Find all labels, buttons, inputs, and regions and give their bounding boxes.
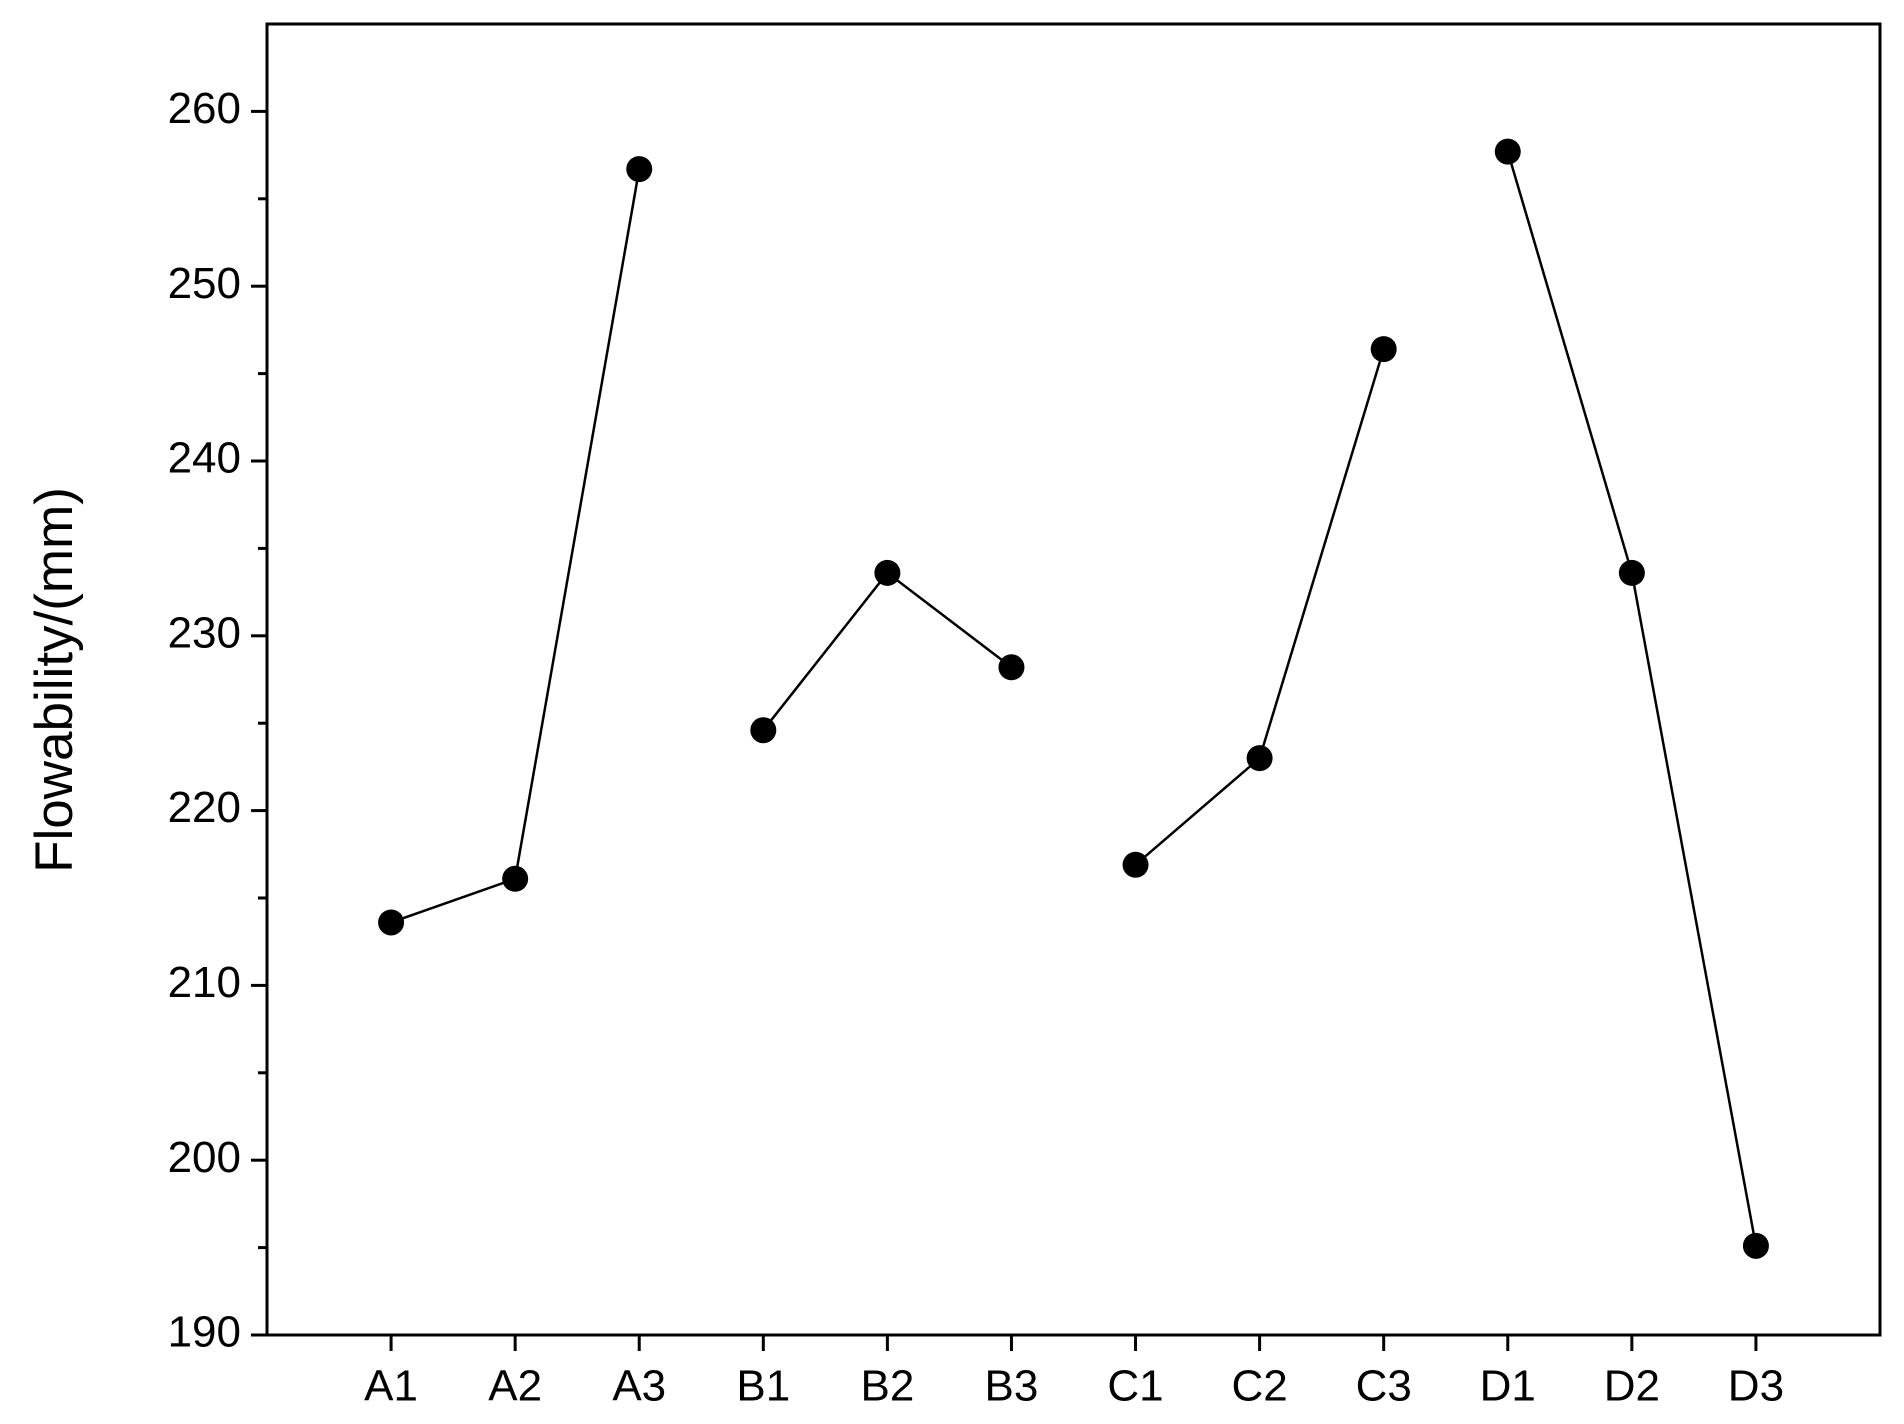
marker: [1742, 1232, 1769, 1259]
x-tick-label: C3: [1356, 1362, 1412, 1411]
y-tick-label: 240: [168, 434, 241, 483]
y-tick-label: 190: [168, 1308, 241, 1357]
marker: [750, 717, 777, 744]
marker: [1370, 336, 1397, 363]
x-tick-label: B1: [736, 1362, 790, 1411]
marker: [1618, 559, 1645, 586]
marker: [998, 654, 1025, 681]
marker: [502, 865, 529, 892]
x-tick-label: B2: [860, 1362, 914, 1411]
marker: [1246, 745, 1273, 772]
line: [1506, 151, 1758, 1247]
line: [390, 168, 641, 924]
x-tick-label: C1: [1107, 1362, 1163, 1411]
y-tick-label: 250: [168, 259, 241, 308]
y-tick-label: 210: [168, 958, 241, 1007]
x-tick-label: D2: [1604, 1362, 1660, 1411]
y-axis-label: Flowability/(mm): [25, 487, 84, 873]
x-tick-label: A1: [364, 1362, 418, 1411]
y-tick-label: 260: [168, 84, 241, 133]
x-tick-label: B3: [985, 1362, 1039, 1411]
x-tick-label: D3: [1728, 1362, 1784, 1411]
marker: [1494, 138, 1521, 165]
x-tick-label: A3: [612, 1362, 666, 1411]
y-tick-label: 200: [168, 1133, 241, 1182]
x-tick-label: A2: [488, 1362, 542, 1411]
line: [762, 571, 1013, 731]
y-tick-label: 230: [168, 608, 241, 657]
y-tick-label: 220: [168, 783, 241, 832]
line: [1134, 348, 1385, 866]
marker: [874, 559, 901, 586]
marker: [626, 156, 653, 183]
x-tick-label: C2: [1231, 1362, 1287, 1411]
plot-frame: [265, 22, 1882, 1337]
x-tick-label: D1: [1480, 1362, 1536, 1411]
marker: [378, 909, 405, 936]
marker: [1122, 851, 1149, 878]
